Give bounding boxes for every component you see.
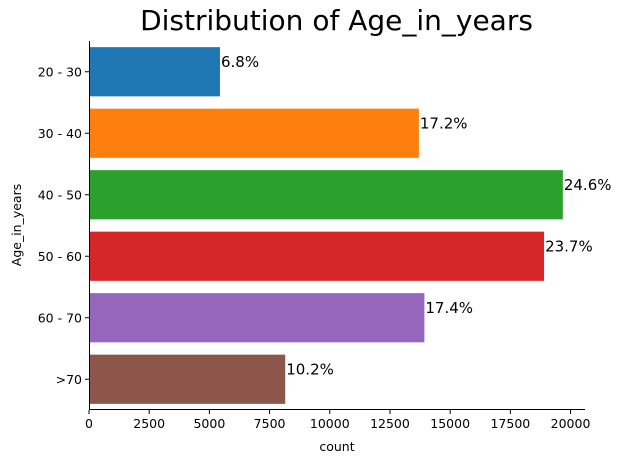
x-tick-label: 20000	[551, 416, 591, 431]
x-tick-label: 15000	[430, 416, 470, 431]
y-ticks-layer: 20 - 30 30 - 40 40 - 50 50 - 60 60 - 70 >70	[38, 64, 89, 387]
data-labels-layer: 6.8% 17.2% 24.6% 23.7% 17.4% 10.2%	[221, 53, 612, 378]
data-label-6: 10.2%	[286, 360, 334, 378]
y-tick-label: 50 - 60	[38, 249, 82, 264]
data-label-1: 6.8%	[221, 53, 259, 71]
bar-6	[89, 354, 286, 404]
x-tick-label: 17500	[490, 416, 530, 431]
bars-layer	[89, 47, 563, 404]
y-tick-label: 60 - 70	[38, 310, 82, 325]
x-tick-label: 12500	[370, 416, 410, 431]
data-label-3: 24.6%	[564, 176, 612, 194]
bar-2	[89, 108, 419, 158]
y-tick-label: 20 - 30	[38, 64, 82, 79]
y-tick-label: 40 - 50	[38, 187, 82, 202]
chart-title: Distribution of Age_in_years	[140, 4, 533, 37]
x-ticks-layer: 0 2500 5000 7500 10000 12500 15000 17500 20000	[85, 410, 590, 431]
y-tick-label: 30 - 40	[38, 126, 82, 141]
x-tick-label: 5000	[193, 416, 225, 431]
bar-3	[89, 170, 563, 220]
bar-1	[89, 47, 220, 97]
x-tick-label: 7500	[254, 416, 286, 431]
x-tick-label: 0	[85, 416, 93, 431]
data-label-5: 17.4%	[425, 299, 473, 317]
axes-layer	[89, 41, 585, 410]
y-tick-label: >70	[56, 372, 82, 387]
x-tick-label: 2500	[133, 416, 165, 431]
x-axis-label: count	[319, 439, 354, 454]
bar-4	[89, 231, 545, 281]
y-axis-label: Age_in_years	[9, 184, 24, 266]
data-label-2: 17.2%	[420, 114, 468, 132]
data-label-4: 23.7%	[545, 237, 593, 255]
bar-5	[89, 293, 425, 343]
x-tick-label: 10000	[310, 416, 350, 431]
